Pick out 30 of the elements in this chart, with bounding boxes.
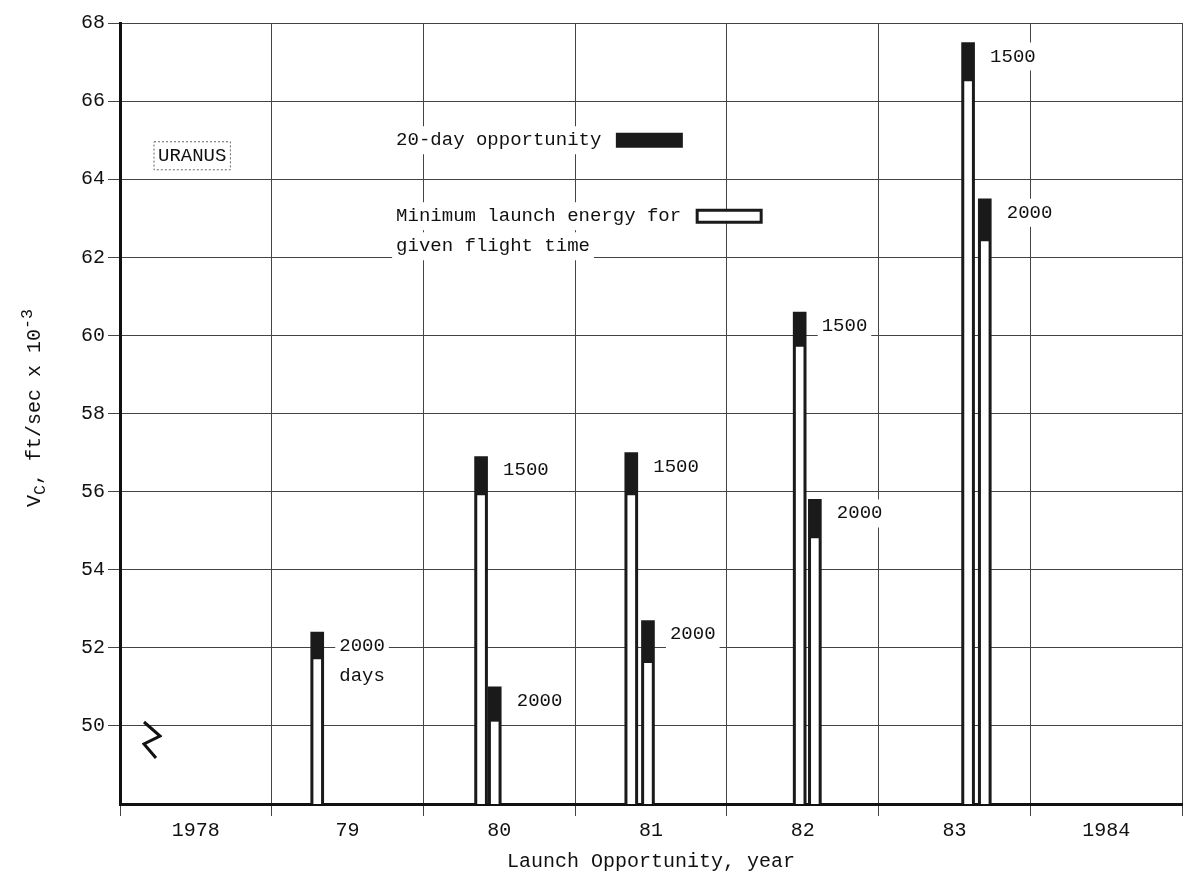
- annotation: 1500: [503, 459, 549, 482]
- y-tick-label: 56: [80, 479, 105, 503]
- y-tick-label: 66: [80, 89, 105, 113]
- x-tick-label: 81: [638, 819, 664, 843]
- x-tick-label: 1984: [1082, 819, 1131, 843]
- x-tick-label: 79: [335, 819, 360, 843]
- annotation: 2000 days: [339, 635, 385, 688]
- legend-label: 20-day opportunity: [396, 129, 602, 152]
- y-tick-label: 50: [80, 714, 105, 738]
- legend-label: Minimum launch energy for given flight time: [396, 205, 682, 258]
- annotation: 2000: [516, 689, 563, 712]
- x-tick-label: 1978: [171, 819, 220, 843]
- x-tick-label: 80: [487, 819, 512, 843]
- y-tick-label: 60: [80, 323, 105, 347]
- y-tick-label: 68: [80, 11, 105, 35]
- x-tick-label: 83: [942, 819, 967, 843]
- annotation: 2000: [669, 623, 716, 646]
- x-axis-title: Launch Opportunity, year: [506, 850, 796, 874]
- annotation: URANUS: [158, 144, 227, 167]
- x-tick-label: 82: [790, 819, 815, 843]
- annotation: 1500: [821, 315, 868, 337]
- annotation: 2000: [1006, 201, 1053, 224]
- y-tick-label: 54: [80, 558, 105, 581]
- annotation: 1500: [990, 45, 1036, 68]
- y-tick-label: 62: [80, 245, 105, 269]
- y-tick-label: 52: [80, 636, 105, 660]
- y-tick-label: 58: [80, 401, 105, 425]
- annotation: 2000: [836, 502, 883, 525]
- y-tick-label: 64: [80, 167, 105, 191]
- annotation: 1500: [653, 455, 699, 478]
